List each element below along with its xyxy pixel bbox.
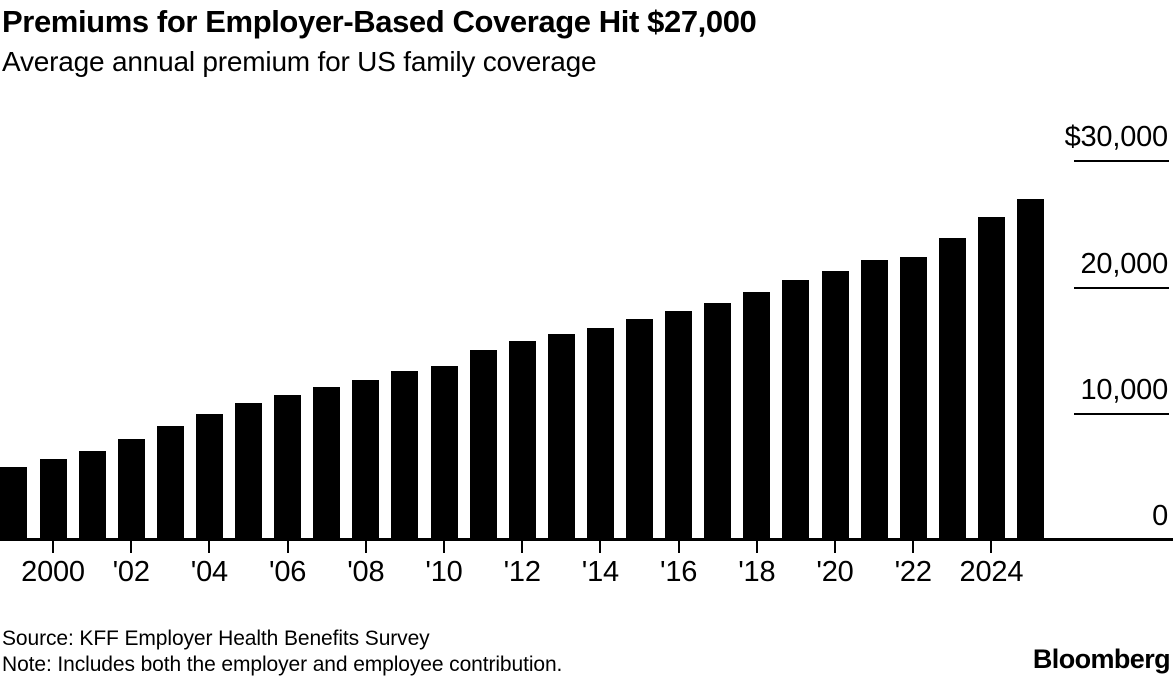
y-tick-label: 10,000 <box>1080 373 1169 406</box>
y-tick-line <box>1074 286 1169 289</box>
bar <box>1017 199 1044 540</box>
bar <box>782 280 810 540</box>
x-tick-mark <box>599 541 602 553</box>
x-tick-label: '14 <box>581 556 619 588</box>
bar <box>547 333 575 540</box>
x-tick-mark <box>364 541 367 553</box>
x-tick-mark <box>834 541 836 553</box>
source-text: Source: KFF Employer Health Benefits Sur… <box>2 627 430 650</box>
x-axis-line <box>0 538 1173 541</box>
page-title: Premiums for Employer-Based Coverage Hit… <box>2 4 757 39</box>
bar <box>626 318 653 540</box>
bar <box>274 395 302 540</box>
x-tick-mark <box>443 541 445 553</box>
bar <box>235 402 262 540</box>
y-tick-label: 0 <box>1152 500 1168 532</box>
y-tick-label: $30,000 <box>1064 121 1169 154</box>
x-tick-label: '20 <box>816 556 854 588</box>
bloomberg-logo: Bloomberg <box>1032 644 1171 674</box>
y-tick-line <box>1074 160 1169 163</box>
y-tick-label: 20,000 <box>1080 247 1169 280</box>
y-tick-line <box>1074 412 1169 415</box>
x-tick-mark <box>130 541 133 553</box>
bar <box>665 311 693 540</box>
bar <box>78 450 106 540</box>
x-tick-label: 2000 <box>21 556 85 588</box>
bar <box>977 217 1005 540</box>
bar <box>860 259 888 540</box>
bar <box>391 371 419 540</box>
chart-subtitle: Average annual premium for US family cov… <box>2 46 597 77</box>
x-tick-mark <box>286 541 289 553</box>
note-text: Note: Includes both the employer and emp… <box>2 653 563 676</box>
x-tick-label: '02 <box>112 556 150 588</box>
x-tick-label: '10 <box>425 556 463 588</box>
bar <box>430 366 458 540</box>
x-tick-label: '06 <box>268 556 307 588</box>
x-tick-label: '08 <box>347 556 385 588</box>
x-tick-label: 2024 <box>959 556 1024 588</box>
x-tick-label: '16 <box>659 556 698 588</box>
bar <box>313 387 341 540</box>
bar <box>0 466 28 540</box>
x-tick-label: '18 <box>738 556 776 588</box>
bar <box>352 380 380 540</box>
bar <box>156 425 184 540</box>
x-tick-label: '22 <box>894 556 932 588</box>
bar <box>469 349 497 540</box>
bar <box>704 303 732 540</box>
x-tick-mark <box>677 541 680 553</box>
bar <box>821 270 849 540</box>
bar <box>899 256 927 540</box>
x-tick-mark <box>208 541 211 553</box>
bar <box>586 327 614 540</box>
bar <box>508 341 536 540</box>
x-tick-mark <box>52 541 54 553</box>
bar <box>195 414 223 540</box>
x-tick-label: '04 <box>190 556 228 588</box>
x-tick-mark <box>755 541 758 553</box>
x-tick-label: '12 <box>503 556 541 588</box>
x-tick-mark <box>521 541 524 553</box>
bar <box>117 439 145 540</box>
x-tick-mark <box>990 541 993 553</box>
bar <box>938 237 966 540</box>
x-tick-mark <box>912 541 915 553</box>
bar <box>39 458 67 540</box>
bar <box>743 292 771 540</box>
